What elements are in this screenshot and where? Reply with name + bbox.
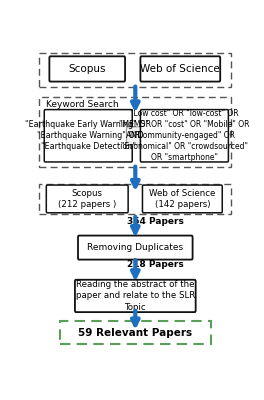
Text: 354 Papers: 354 Papers xyxy=(127,217,184,226)
FancyBboxPatch shape xyxy=(49,56,125,82)
Text: 218 Papers: 218 Papers xyxy=(128,260,184,269)
Text: Scopus
(212 papers ): Scopus (212 papers ) xyxy=(58,189,116,209)
Text: AND: AND xyxy=(126,131,145,140)
FancyBboxPatch shape xyxy=(46,185,128,213)
FancyBboxPatch shape xyxy=(140,110,228,162)
FancyBboxPatch shape xyxy=(140,56,220,82)
FancyBboxPatch shape xyxy=(44,110,132,162)
FancyBboxPatch shape xyxy=(39,97,232,166)
Text: "Low cost" OR "low-cost" OR
"MEMS" OR "cost" OR "Mobile" OR
"Community-engaged" : "Low cost" OR "low-cost" OR "MEMS" OR "c… xyxy=(119,109,250,162)
Text: Removing Duplicates: Removing Duplicates xyxy=(87,243,183,252)
FancyBboxPatch shape xyxy=(78,236,193,260)
FancyBboxPatch shape xyxy=(75,280,196,312)
FancyBboxPatch shape xyxy=(143,185,222,213)
FancyBboxPatch shape xyxy=(60,321,211,344)
Text: Web of Science: Web of Science xyxy=(140,64,220,74)
Text: Web of Science
(142 papers): Web of Science (142 papers) xyxy=(149,189,215,209)
FancyBboxPatch shape xyxy=(126,127,144,145)
Text: "Earthquake Early Warning" OR
"Earthquake Warning" OR
"Earthquake Detection": "Earthquake Early Warning" OR "Earthquak… xyxy=(25,120,151,151)
Text: Reading the abstract of the
paper and relate to the SLR
Topic: Reading the abstract of the paper and re… xyxy=(76,280,195,312)
Text: Scopus: Scopus xyxy=(68,64,106,74)
Text: Keyword Search: Keyword Search xyxy=(46,100,119,109)
FancyBboxPatch shape xyxy=(39,53,232,86)
FancyBboxPatch shape xyxy=(39,184,232,214)
Text: 59 Relevant Papers: 59 Relevant Papers xyxy=(78,328,192,338)
